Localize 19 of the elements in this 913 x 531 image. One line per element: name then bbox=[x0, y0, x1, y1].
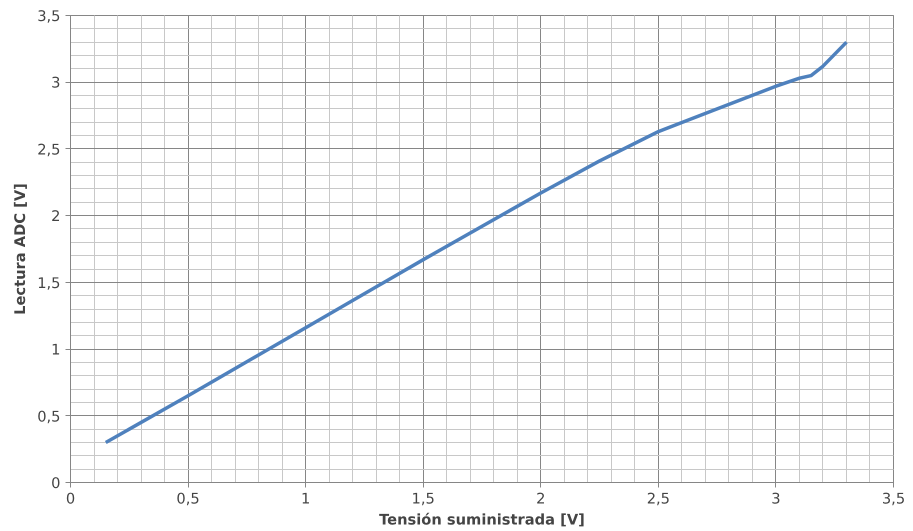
y-tick-label: 3 bbox=[51, 74, 61, 92]
x-tick-label: 3,5 bbox=[882, 490, 906, 508]
x-axis-title: Tensión suministrada [V] bbox=[379, 512, 585, 528]
x-tick-label: 1,5 bbox=[412, 490, 435, 508]
x-tick-label: 0,5 bbox=[176, 490, 200, 508]
y-tick-label: 2 bbox=[51, 208, 61, 226]
x-tick-label: 3 bbox=[771, 490, 781, 508]
line-series bbox=[104, 40, 848, 444]
y-tick-label: 3,5 bbox=[37, 8, 61, 25]
y-tick-label: 1 bbox=[51, 342, 61, 359]
y-axis-title: Lectura ADC [V] bbox=[12, 183, 30, 315]
y-tick-label: 2,5 bbox=[37, 141, 61, 158]
x-tick-label: 1 bbox=[300, 490, 310, 508]
y-tick-label: 1,5 bbox=[37, 274, 61, 292]
y-tick-label: 0 bbox=[51, 475, 61, 492]
x-tick-label: 2,5 bbox=[646, 490, 670, 508]
x-tick-label: 0 bbox=[66, 490, 76, 508]
x-tick-label: 2 bbox=[536, 490, 546, 508]
y-tick-label: 0,5 bbox=[37, 408, 61, 426]
